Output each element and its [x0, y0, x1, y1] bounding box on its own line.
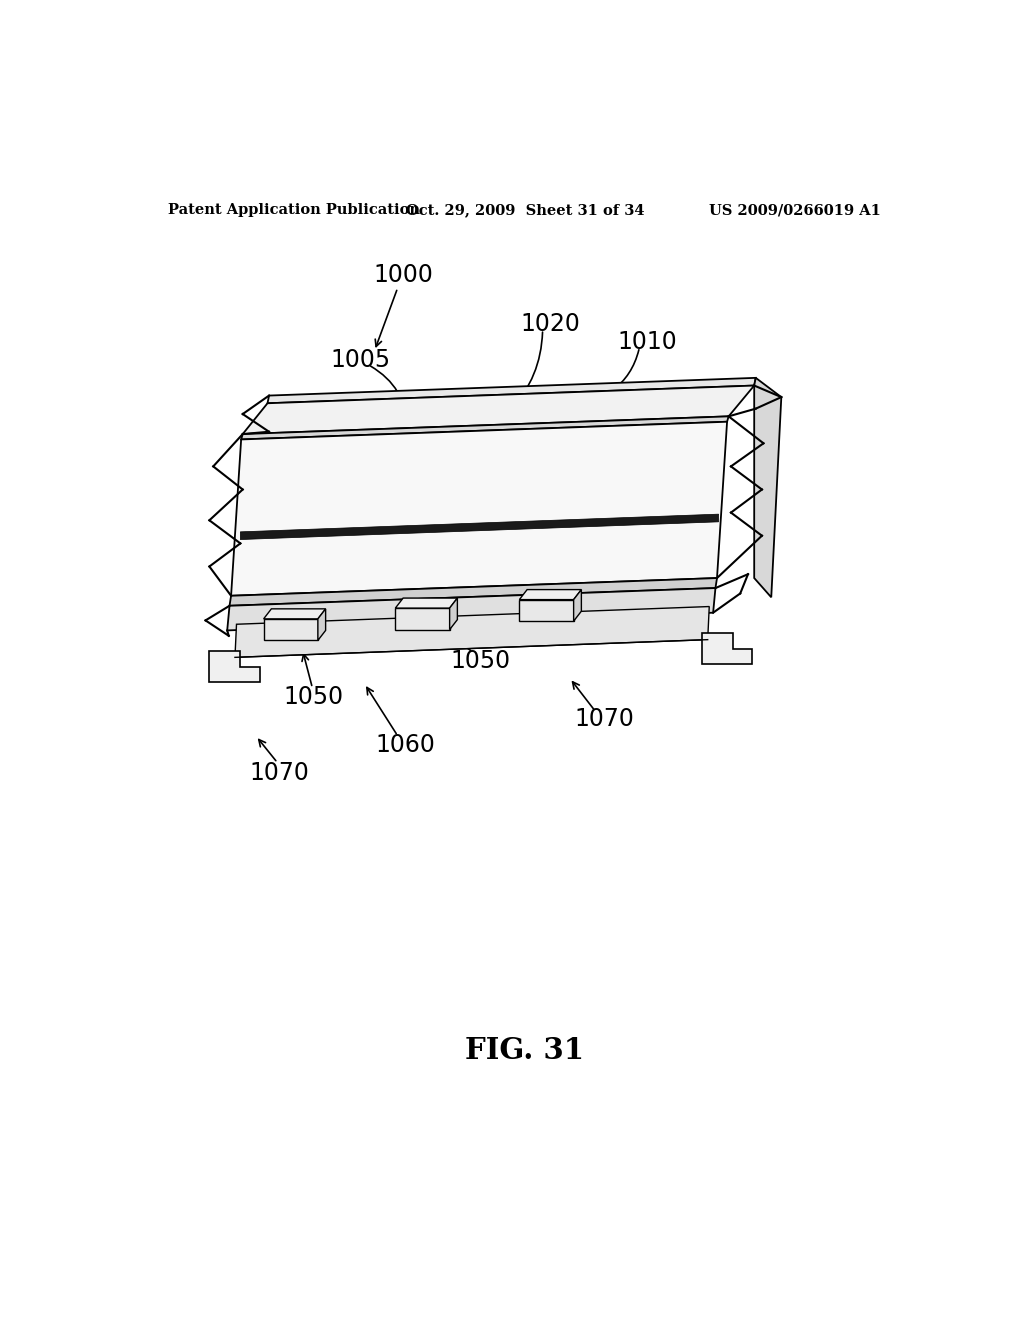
- Text: 1000: 1000: [373, 264, 433, 288]
- Polygon shape: [234, 607, 710, 657]
- Polygon shape: [241, 515, 719, 540]
- Text: 1010: 1010: [617, 330, 677, 354]
- Polygon shape: [263, 609, 326, 619]
- Polygon shape: [755, 378, 781, 598]
- Text: 1060: 1060: [376, 733, 435, 758]
- Text: 1005: 1005: [331, 348, 390, 372]
- Polygon shape: [209, 651, 260, 682]
- Text: FIG. 31: FIG. 31: [465, 1036, 585, 1064]
- Polygon shape: [243, 385, 755, 434]
- Polygon shape: [241, 416, 729, 440]
- Polygon shape: [573, 590, 582, 622]
- Polygon shape: [229, 578, 717, 606]
- Polygon shape: [231, 422, 727, 595]
- Text: 1050: 1050: [451, 649, 511, 673]
- Text: 1070: 1070: [574, 708, 635, 731]
- Polygon shape: [317, 609, 326, 640]
- Polygon shape: [227, 589, 716, 631]
- Polygon shape: [701, 634, 752, 664]
- Text: US 2009/0266019 A1: US 2009/0266019 A1: [710, 203, 882, 216]
- Polygon shape: [519, 590, 582, 599]
- Polygon shape: [395, 609, 450, 630]
- Polygon shape: [450, 598, 458, 630]
- Polygon shape: [263, 619, 317, 640]
- Polygon shape: [267, 378, 756, 404]
- Text: 1020: 1020: [520, 312, 581, 337]
- Polygon shape: [395, 598, 458, 609]
- Text: 1050: 1050: [284, 685, 344, 709]
- Polygon shape: [519, 599, 573, 622]
- Text: Oct. 29, 2009  Sheet 31 of 34: Oct. 29, 2009 Sheet 31 of 34: [406, 203, 644, 216]
- Text: Patent Application Publication: Patent Application Publication: [168, 203, 420, 216]
- Text: 1070: 1070: [249, 760, 309, 785]
